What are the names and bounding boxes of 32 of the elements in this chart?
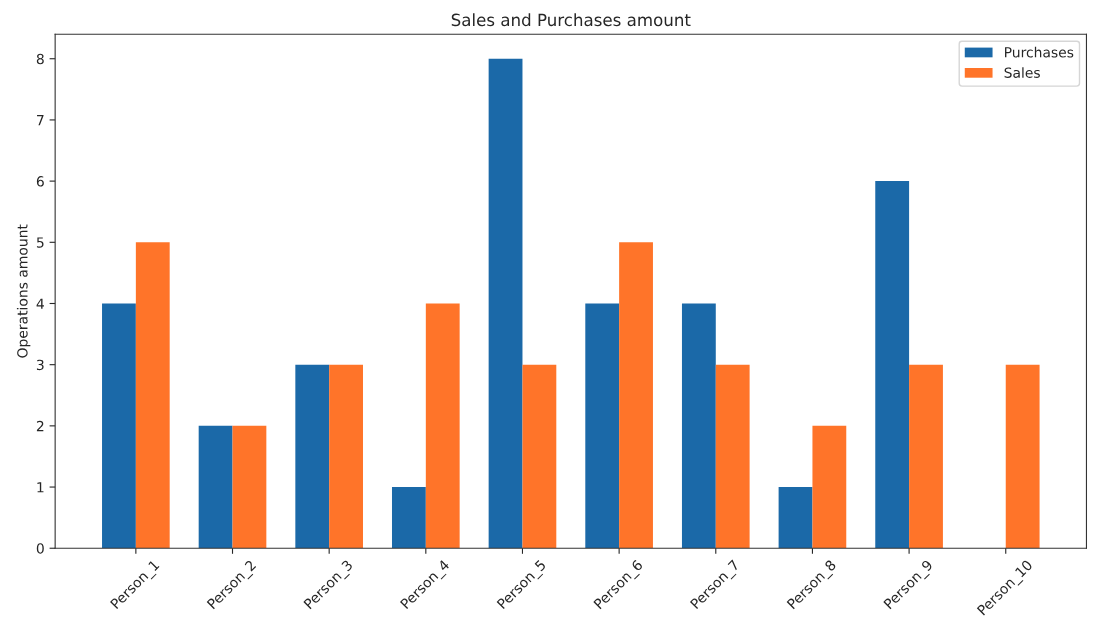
bar	[875, 181, 910, 549]
bar	[391, 487, 426, 549]
legend-label: Sales	[1004, 67, 1040, 78]
y-tick-label: 4	[36, 298, 44, 309]
y-tick-label: 8	[36, 53, 44, 65]
bar	[295, 364, 330, 549]
y-tick-label: 3	[36, 359, 44, 371]
y-tick-label: 0	[36, 543, 44, 554]
y-axis-title: Operations amount	[16, 224, 31, 358]
bar	[1005, 364, 1040, 549]
bar	[619, 242, 653, 549]
bar	[102, 303, 136, 549]
bar	[812, 425, 847, 549]
bar	[585, 303, 620, 549]
legend-label: Purchases	[1005, 46, 1074, 58]
y-tick-label: 5	[36, 237, 44, 248]
bar	[522, 364, 557, 549]
bar	[778, 487, 813, 549]
bar	[198, 425, 233, 549]
bar	[715, 364, 750, 549]
bar	[488, 58, 523, 549]
bar	[329, 364, 363, 549]
bar	[232, 425, 267, 549]
y-tick-label: 7	[37, 115, 44, 126]
chart-title: Sales and Purchases amount	[451, 13, 691, 27]
y-tick-label: 6	[36, 176, 44, 187]
bar	[681, 303, 716, 549]
bar	[425, 303, 460, 549]
y-tick-label: 1	[37, 482, 44, 493]
bar	[135, 242, 170, 549]
bar	[909, 364, 943, 549]
y-tick-label: 2	[36, 420, 44, 432]
